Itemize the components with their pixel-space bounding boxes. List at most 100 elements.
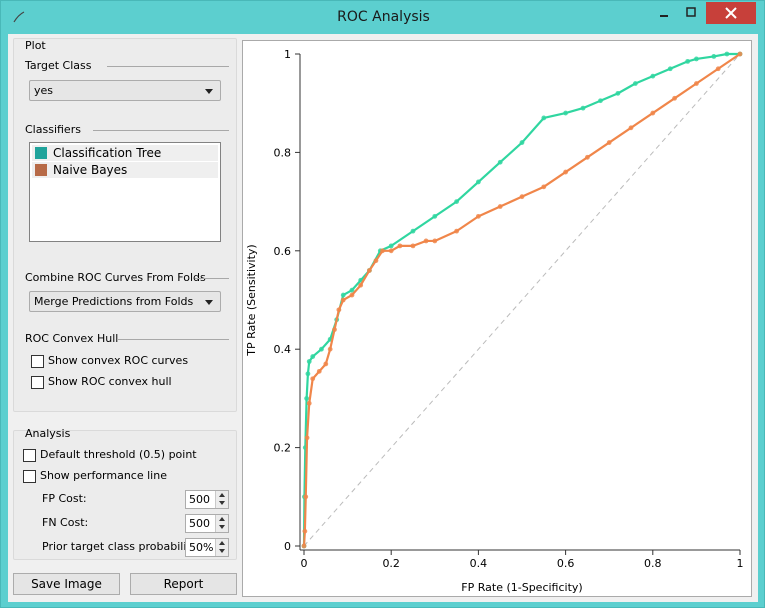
classifier-color-swatch — [35, 147, 47, 159]
roc-point-naive-bayes — [563, 169, 568, 175]
roc-point-classification-tree — [632, 81, 638, 86]
analysis-panel: Analysis Default threshold (0.5) point S… — [13, 427, 237, 560]
maximize-button[interactable] — [678, 2, 704, 24]
classifier-color-swatch — [35, 164, 47, 176]
performance-line-label[interactable]: Show performance line — [40, 469, 167, 482]
roc-point-naive-bayes — [302, 528, 308, 534]
roc-point-classification-tree — [711, 54, 717, 59]
classifiers-list[interactable]: Classification Tree Naive Bayes — [29, 142, 221, 242]
classifier-label: Naive Bayes — [53, 163, 128, 177]
target-class-divider — [107, 66, 229, 67]
roc-point-naive-bayes — [541, 184, 547, 190]
roc-point-classification-tree — [650, 73, 656, 79]
fp-cost-value: 500 — [189, 493, 210, 506]
classifiers-divider — [93, 130, 229, 131]
show-convex-hull-label[interactable]: Show ROC convex hull — [48, 375, 172, 388]
roc-point-naive-bayes — [476, 213, 481, 219]
roc-point-classification-tree — [410, 228, 416, 234]
roc-plot[interactable]: 0 0.2 0.4 0.6 0.8 1 0 0.2 0.4 0.6 0.8 1 FP Rate (1-S… — [242, 40, 752, 597]
roc-point-naive-bayes — [519, 194, 525, 200]
roc-point-classification-tree — [304, 396, 310, 401]
show-convex-hull-checkbox[interactable] — [31, 376, 44, 389]
show-convex-curves-checkbox[interactable] — [31, 355, 44, 368]
prior-probability-spinbox[interactable]: 50% — [185, 538, 229, 557]
fn-cost-spinbox[interactable]: 500 — [185, 514, 229, 533]
roc-point-naive-bayes — [454, 228, 459, 234]
combine-heading: Combine ROC Curves From Folds — [25, 271, 206, 284]
roc-point-naive-bayes — [380, 248, 385, 254]
roc-point-classification-tree — [306, 359, 312, 364]
close-icon — [725, 7, 737, 19]
y-tick-label: 0.2 — [274, 442, 292, 455]
spin-arrows-icon[interactable] — [215, 515, 228, 532]
roc-point-classification-tree — [340, 292, 346, 298]
client-area: Plot Target Class yes Classifiers Classi… — [8, 34, 758, 602]
roc-point-classification-tree — [388, 243, 394, 249]
classifier-item-naive-bayes[interactable]: Naive Bayes — [32, 162, 218, 179]
window-title: ROC Analysis — [337, 9, 430, 25]
chevron-down-icon — [205, 300, 213, 305]
analysis-heading: Analysis — [25, 427, 71, 440]
roc-point-classification-tree — [615, 90, 621, 96]
roc-point-naive-bayes — [715, 66, 721, 72]
chevron-down-icon — [205, 89, 213, 94]
roc-point-naive-bayes — [332, 327, 337, 332]
roc-point-naive-bayes — [737, 51, 743, 57]
diagonal-reference-line — [303, 53, 741, 547]
show-convex-curves-label[interactable]: Show convex ROC curves — [48, 354, 189, 367]
roc-point-naive-bayes — [358, 282, 364, 288]
x-tick-label: 0.8 — [644, 557, 662, 570]
title-bar[interactable]: ROC Analysis — [1, 1, 765, 35]
roc-point-classification-tree — [724, 51, 730, 57]
report-button[interactable]: Report — [130, 573, 237, 595]
classifier-item-tree[interactable]: Classification Tree — [32, 145, 218, 162]
x-tick-label: 1 — [737, 557, 744, 570]
app-icon — [13, 11, 25, 23]
roc-point-naive-bayes — [373, 258, 379, 264]
classifiers-heading: Classifiers — [25, 123, 81, 136]
performance-line-checkbox[interactable] — [23, 470, 36, 483]
y-tick-label: 0.6 — [274, 245, 292, 258]
roc-chart[interactable]: 0 0.2 0.4 0.6 0.8 1 0 0.2 0.4 0.6 0.8 1 FP Rate (1-S… — [243, 41, 751, 596]
maximize-icon — [686, 7, 696, 17]
save-image-button[interactable]: Save Image — [13, 573, 120, 595]
roc-point-classification-tree — [476, 179, 481, 185]
minimize-button[interactable] — [651, 2, 677, 24]
roc-point-naive-bayes — [672, 95, 677, 101]
x-axis-label: FP Rate (1-Specificity) — [461, 581, 582, 594]
x-tick-label: 0.6 — [557, 557, 575, 570]
fn-cost-label: FN Cost: — [42, 516, 89, 529]
fn-cost-value: 500 — [189, 517, 210, 530]
plot-heading: Plot — [25, 39, 46, 52]
roc-point-naive-bayes — [303, 494, 309, 500]
spin-arrows-icon[interactable] — [215, 539, 228, 556]
y-tick-label: 0 — [284, 540, 291, 553]
roc-point-classification-tree — [497, 159, 503, 165]
prior-probability-value: 50% — [189, 541, 214, 554]
roc-point-naive-bayes — [349, 292, 355, 298]
roc-point-naive-bayes — [388, 248, 394, 254]
roc-point-naive-bayes — [310, 376, 316, 382]
spin-arrows-icon[interactable] — [215, 491, 228, 508]
target-class-select[interactable]: yes — [29, 80, 221, 101]
roc-point-classification-tree — [349, 287, 355, 293]
roc-point-classification-tree — [454, 199, 459, 205]
roc-point-naive-bayes — [316, 368, 322, 374]
roc-point-classification-tree — [685, 58, 691, 64]
roc-point-classification-tree — [598, 98, 603, 104]
roc-point-naive-bayes — [650, 110, 656, 116]
default-threshold-checkbox[interactable] — [23, 449, 36, 462]
roc-point-classification-tree — [319, 346, 324, 352]
y-tick-label: 0.8 — [274, 146, 292, 159]
roc-point-naive-bayes — [336, 307, 342, 313]
default-threshold-label[interactable]: Default threshold (0.5) point — [40, 448, 197, 461]
classifier-label: Classification Tree — [53, 146, 162, 160]
fp-cost-spinbox[interactable]: 500 — [185, 490, 229, 509]
close-button[interactable] — [706, 2, 756, 24]
target-class-value: yes — [34, 84, 54, 97]
prior-probability-label: Prior target class probability: — [42, 540, 201, 553]
combine-folds-select[interactable]: Merge Predictions from Folds — [29, 291, 221, 312]
roc-point-classification-tree — [519, 140, 525, 145]
x-tick-label: 0.2 — [382, 557, 400, 570]
